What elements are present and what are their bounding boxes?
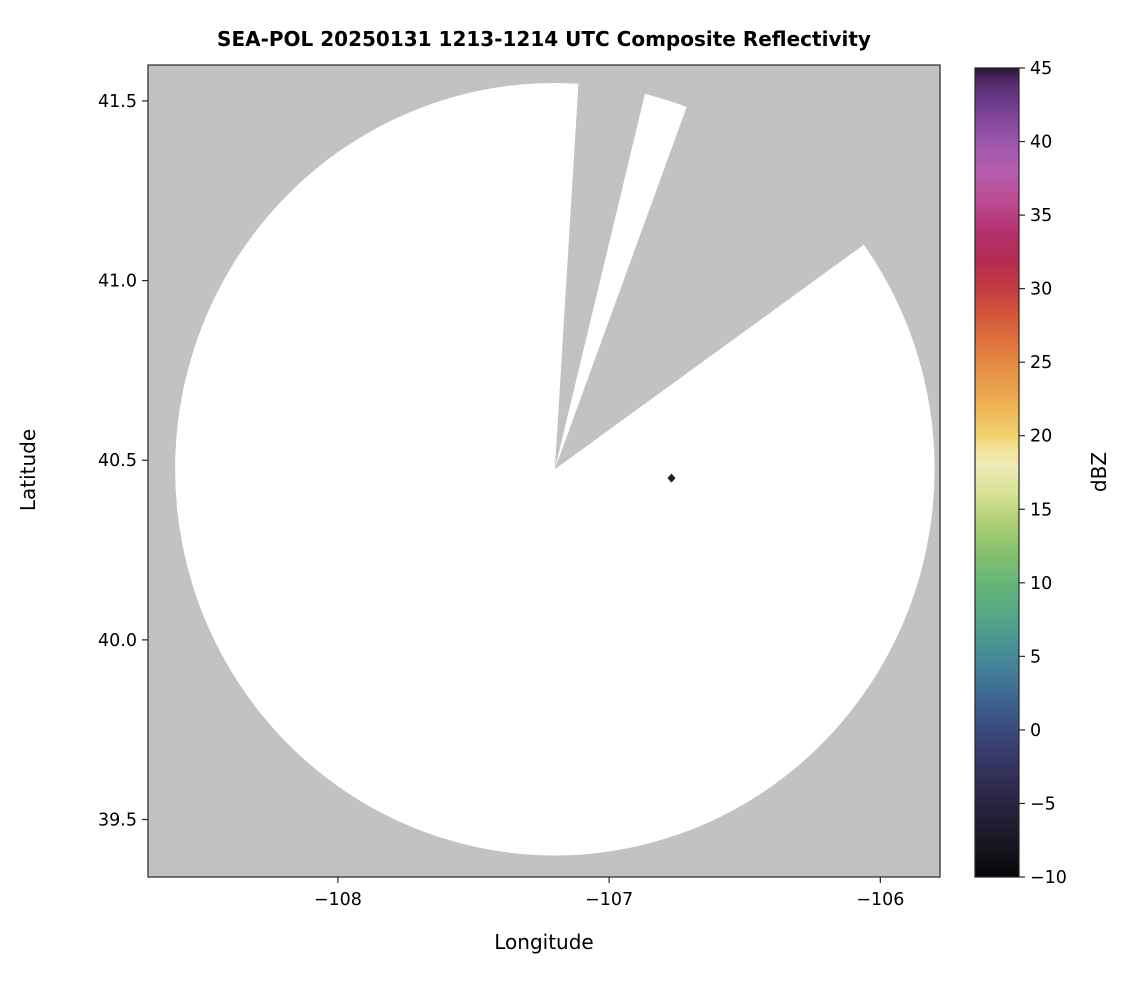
y-axis-label: Latitude	[16, 428, 40, 512]
blocked-beam-sector	[554, 65, 940, 470]
colorbar-label: dBZ	[1087, 451, 1111, 493]
plot-area	[148, 65, 940, 877]
plot-border	[147, 64, 941, 878]
y-tick-label: 40.5	[98, 451, 137, 471]
x-tick-label: −108	[314, 890, 362, 910]
colorbar-tick-label: 40	[1030, 133, 1052, 153]
chart-title: SEA-POL 20250131 1213-1214 UTC Composite…	[217, 27, 871, 51]
x-axis-label: Longitude	[494, 930, 594, 954]
colorbar-tick-label: 25	[1030, 353, 1052, 373]
y-tick-label: 41.0	[98, 272, 137, 292]
y-tick-label: 41.5	[98, 92, 137, 112]
colorbar-tick-label: 0	[1030, 721, 1041, 741]
colorbar-tick-label: 45	[1030, 59, 1052, 79]
colorbar-tick-label: 30	[1030, 280, 1052, 300]
x-tick-label: −106	[856, 890, 904, 910]
colorbar	[974, 67, 1020, 878]
colorbar-tick-label: 35	[1030, 206, 1052, 226]
colorbar-tick-label: 5	[1030, 647, 1041, 667]
colorbar-tick-label: 15	[1030, 500, 1052, 520]
colorbar-tick-label: −5	[1030, 794, 1056, 814]
colorbar-tick-label: 20	[1030, 427, 1052, 447]
colorbar-tick-label: −10	[1030, 868, 1067, 888]
blocked-beam-sector	[554, 65, 652, 470]
colorbar-tick-label: 10	[1030, 574, 1052, 594]
y-tick-label: 40.0	[98, 631, 137, 651]
y-tick-label: 39.5	[98, 811, 137, 831]
reflectivity-echo-marker	[667, 473, 676, 483]
x-tick-label: −107	[585, 890, 633, 910]
